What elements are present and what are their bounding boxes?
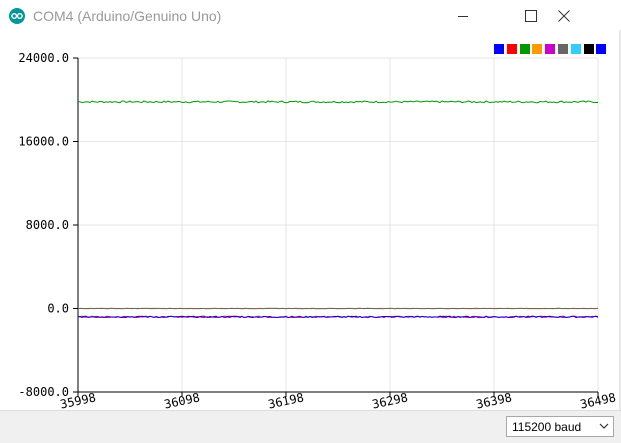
y-tick-label: 8000.0: [26, 218, 69, 232]
arduino-logo-icon: [9, 8, 25, 24]
x-tick-label: 36398: [475, 390, 513, 410]
minimize-button[interactable]: [440, 0, 486, 32]
legend-swatch: [596, 44, 606, 54]
x-tick-label: 36098: [163, 390, 201, 410]
legend-swatch: [584, 44, 594, 54]
x-tick-label: 36298: [371, 390, 409, 410]
legend-swatch: [545, 44, 555, 54]
legend-swatch: [571, 44, 581, 54]
close-button[interactable]: [541, 0, 587, 32]
legend-swatch: [507, 44, 517, 54]
x-tick-label: 36198: [267, 390, 305, 410]
y-tick-label: 16000.0: [18, 135, 69, 149]
chevron-down-icon: [599, 422, 609, 430]
series-line: [78, 101, 598, 103]
legend-swatch: [532, 44, 542, 54]
legend-swatch: [494, 44, 504, 54]
baud-rate-value: 115200 baud: [512, 420, 581, 434]
y-tick-label: 24000.0: [18, 51, 69, 65]
y-tick-label: 0.0: [47, 302, 69, 316]
minimize-icon: [457, 10, 469, 22]
x-tick-label: 36498: [579, 390, 617, 410]
close-icon: [558, 10, 570, 22]
legend-swatch: [558, 44, 568, 54]
window-title: COM4 (Arduino/Genuino Uno): [33, 8, 221, 24]
title-bar: COM4 (Arduino/Genuino Uno): [0, 0, 621, 32]
baud-rate-select[interactable]: 115200 baud: [506, 416, 614, 437]
maximize-icon: [525, 10, 537, 22]
legend-swatch: [520, 44, 530, 54]
bottom-toolbar: 115200 baud: [0, 410, 621, 443]
